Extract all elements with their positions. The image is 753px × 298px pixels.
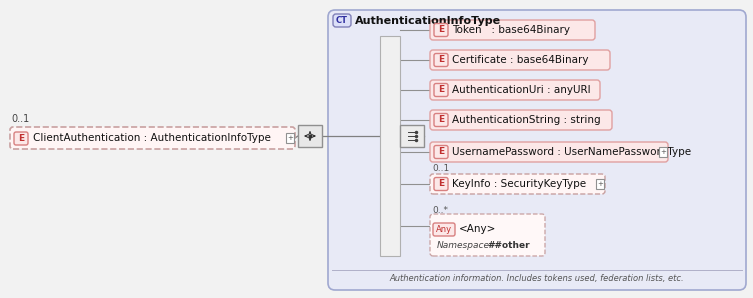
FancyBboxPatch shape	[434, 24, 448, 36]
Text: CT: CT	[336, 16, 348, 25]
Text: E: E	[438, 179, 444, 189]
Bar	[298, 125, 322, 147]
Bar	[596, 179, 604, 189]
FancyBboxPatch shape	[434, 54, 448, 66]
Text: <Any>: <Any>	[459, 224, 496, 235]
FancyBboxPatch shape	[333, 14, 351, 27]
Bar	[286, 133, 294, 143]
Text: 0..*: 0..*	[432, 206, 448, 215]
Text: ClientAuthentication : AuthenticationInfoType: ClientAuthentication : AuthenticationInf…	[33, 133, 271, 143]
FancyBboxPatch shape	[434, 178, 448, 190]
Bar	[380, 36, 400, 256]
Text: E: E	[438, 148, 444, 156]
Text: +: +	[597, 181, 603, 187]
Text: UsernamePassword : UserNamePasswordType: UsernamePassword : UserNamePasswordType	[452, 147, 691, 157]
Text: ##other: ##other	[487, 241, 529, 251]
FancyBboxPatch shape	[434, 145, 448, 159]
FancyBboxPatch shape	[430, 20, 595, 40]
Text: E: E	[18, 134, 24, 143]
Text: Namespace: Namespace	[437, 241, 490, 251]
Text: E: E	[438, 116, 444, 125]
Text: 0..1: 0..1	[432, 164, 450, 173]
Text: KeyInfo : SecurityKeyType: KeyInfo : SecurityKeyType	[452, 179, 586, 189]
Text: AuthenticationUri : anyURI: AuthenticationUri : anyURI	[452, 85, 590, 95]
FancyBboxPatch shape	[328, 10, 746, 290]
Text: Any: Any	[436, 225, 452, 234]
FancyBboxPatch shape	[430, 142, 668, 162]
FancyBboxPatch shape	[430, 80, 600, 100]
Text: AuthenticationString : string: AuthenticationString : string	[452, 115, 601, 125]
FancyBboxPatch shape	[430, 214, 545, 256]
FancyBboxPatch shape	[430, 110, 612, 130]
FancyBboxPatch shape	[434, 114, 448, 126]
Text: E: E	[438, 26, 444, 35]
FancyBboxPatch shape	[10, 127, 295, 149]
FancyBboxPatch shape	[434, 83, 448, 97]
FancyBboxPatch shape	[14, 132, 28, 145]
Text: +: +	[660, 149, 666, 155]
Text: E: E	[438, 86, 444, 94]
FancyBboxPatch shape	[430, 174, 605, 194]
Text: Token   : base64Binary: Token : base64Binary	[452, 25, 570, 35]
Text: Certificate : base64Binary: Certificate : base64Binary	[452, 55, 589, 65]
Text: E: E	[438, 55, 444, 64]
Text: Authentication information. Includes tokens used, federation lists, etc.: Authentication information. Includes tok…	[390, 274, 684, 283]
Text: 0..1: 0..1	[11, 114, 29, 124]
FancyBboxPatch shape	[433, 223, 455, 236]
Text: AuthenticationInfoType: AuthenticationInfoType	[355, 15, 501, 26]
Bar	[400, 125, 424, 147]
Text: +: +	[287, 135, 293, 141]
Bar	[659, 147, 667, 157]
FancyBboxPatch shape	[430, 50, 610, 70]
